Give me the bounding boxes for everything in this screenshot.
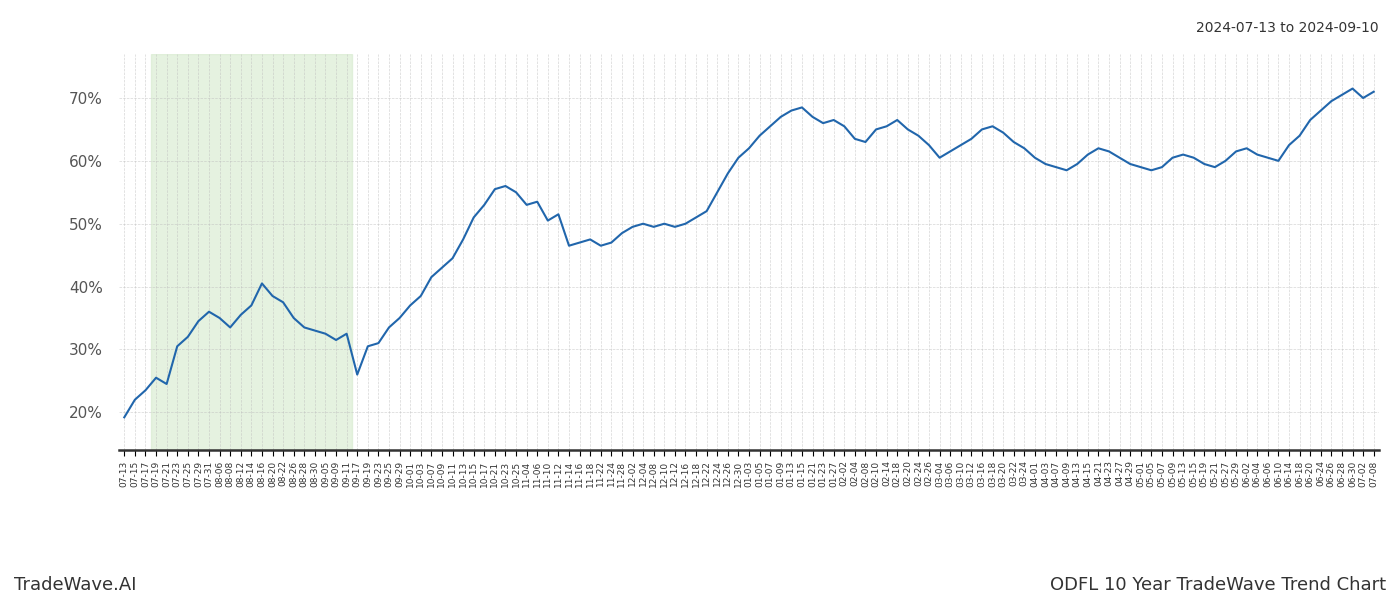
Text: 2024-07-13 to 2024-09-10: 2024-07-13 to 2024-09-10 (1197, 21, 1379, 35)
Text: ODFL 10 Year TradeWave Trend Chart: ODFL 10 Year TradeWave Trend Chart (1050, 576, 1386, 594)
Bar (151, 54, 351, 450)
Text: TradeWave.AI: TradeWave.AI (14, 576, 137, 594)
